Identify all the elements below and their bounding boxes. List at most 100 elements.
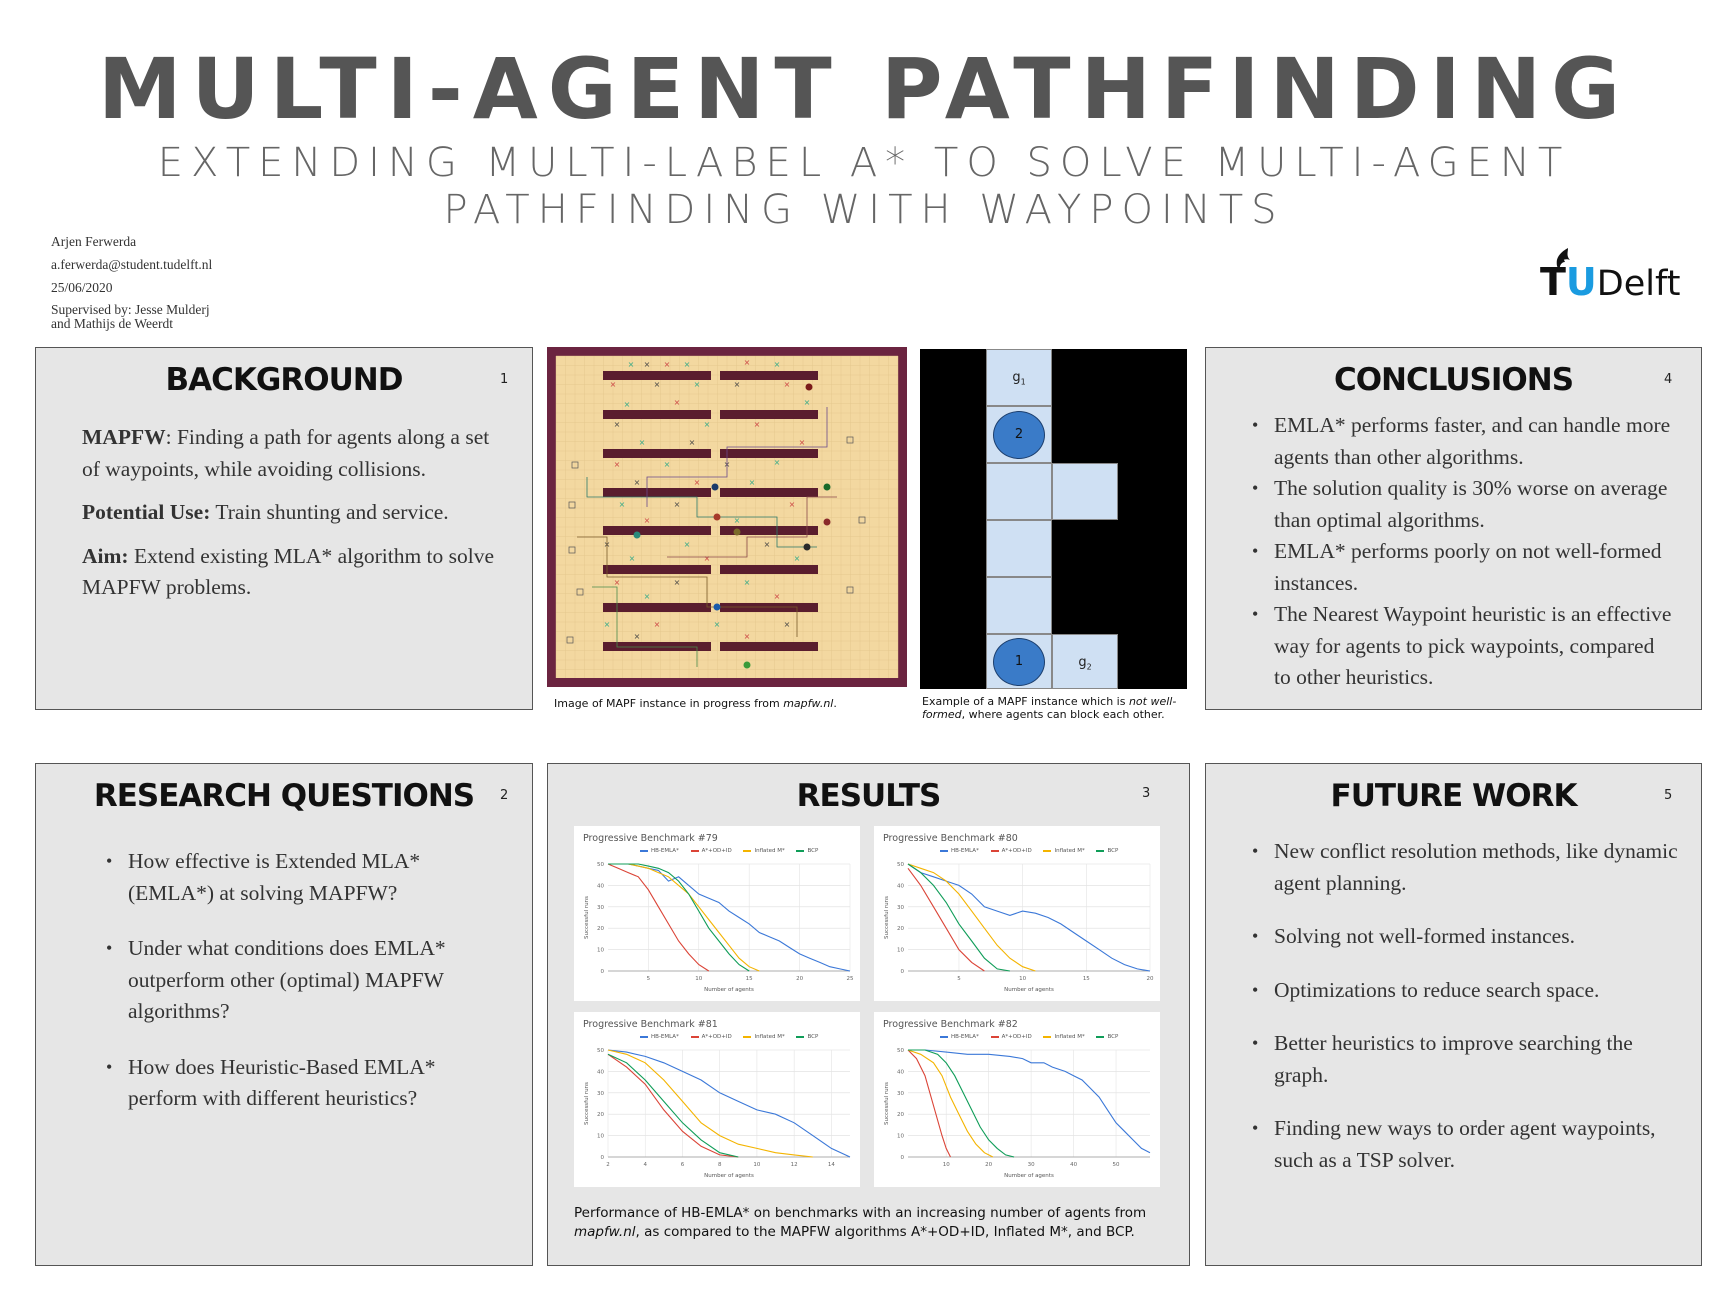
x-tick-label: 8 (718, 1162, 722, 1168)
chart-plot: 0 10 20 30 40 50 5 10 15 20 Number of agents Succes… (884, 862, 1154, 993)
series-line (907, 1049, 951, 1158)
waypoint-marker: × (784, 380, 791, 389)
y-tick-label: 50 (897, 862, 904, 868)
map-wall (603, 526, 711, 535)
future-item: Better heuristics to improve searching t… (1252, 1028, 1681, 1091)
y-tick-label: 30 (597, 905, 604, 911)
future-body: New conflict resolution methods, like dy… (1246, 836, 1681, 1176)
waypoint-marker: × (754, 420, 761, 429)
series-line (907, 863, 1036, 972)
y-tick-label: 30 (897, 1091, 904, 1097)
conclusion-item: The Nearest Waypoint heuristic is an eff… (1252, 599, 1676, 694)
series-line (607, 1053, 739, 1158)
legend-item: Inflated M* (754, 1034, 785, 1040)
future-work-panel: FUTURE WORK 5 New conflict resolution me… (1205, 763, 1702, 1266)
map-wall (720, 449, 818, 458)
future-item: New conflict resolution methods, like dy… (1252, 836, 1681, 899)
poster-title: MULTI-AGENT PATHFINDING (97, 40, 1631, 138)
series-line (907, 863, 1010, 972)
potential-use-term: Potential Use: (82, 500, 211, 524)
x-tick-label: 50 (1113, 1162, 1120, 1168)
map-wall (603, 371, 711, 380)
chart-benchmark-82: Progressive Benchmark #82 HB-EMLA* A*+OD… (874, 1012, 1160, 1187)
figure2-caption-end: , where agents can block each other. (961, 708, 1165, 721)
conclusion-item: EMLA* performs faster, and can handle mo… (1252, 410, 1676, 473)
map-wall (720, 603, 818, 612)
waypoint-marker: × (674, 578, 681, 587)
waypoint-marker: × (634, 632, 641, 641)
x-tick-label: 10 (943, 1162, 950, 1168)
logo-delft: Delft (1596, 264, 1681, 304)
research-body: How effective is Extended MLA* (EMLA*) a… (100, 846, 510, 1115)
x-tick-label: 2 (606, 1162, 610, 1168)
waypoint-marker: × (654, 620, 661, 629)
agent-dot (805, 383, 813, 391)
x-axis-label: Number of agents (704, 987, 754, 993)
waypoint-marker: × (674, 500, 681, 509)
author-email: a.ferwerda@student.tudelft.nl (51, 257, 213, 272)
legend-item: BCP (1107, 1034, 1119, 1040)
waypoint-marker: × (704, 554, 711, 563)
y-tick-label: 10 (597, 948, 604, 954)
cell-5 (986, 577, 1052, 634)
chart-benchmark-80: Progressive Benchmark #80 HB-EMLA* A*+OD… (874, 826, 1160, 1001)
background-number: 1 (500, 372, 509, 387)
y-tick-label: 20 (597, 926, 604, 932)
cell-side-upper (1052, 463, 1118, 520)
x-tick-label: 15 (746, 976, 753, 982)
series-line (907, 1049, 994, 1158)
waypoint-marker: × (629, 554, 636, 563)
y-tick-label: 30 (597, 1091, 604, 1097)
chart-title: Progressive Benchmark #79 (583, 833, 718, 844)
agent-dot (743, 661, 751, 669)
conclusions-title: CONCLUSIONS (1333, 362, 1574, 398)
legend-item: BCP (807, 848, 819, 854)
map-wall (720, 371, 818, 380)
waypoint-marker: × (694, 478, 701, 487)
chart-benchmark-81: Progressive Benchmark #81 HB-EMLA* A*+OD… (574, 1012, 860, 1187)
logo-t: T (1540, 260, 1566, 304)
map-wall (603, 410, 711, 419)
waypoint-marker: × (628, 360, 635, 369)
research-question: How effective is Extended MLA* (EMLA*) a… (106, 846, 510, 909)
x-axis-label: Number of agents (1004, 1173, 1054, 1179)
map-wall (720, 410, 818, 419)
waypoint-marker: × (744, 358, 751, 367)
aim-term: Aim: (82, 543, 129, 568)
waypoint-marker: × (704, 420, 711, 429)
waypoint-marker: × (734, 380, 741, 389)
author-block: Arjen Ferwerda a.ferwerda@student.tudelf… (51, 230, 212, 331)
background-panel: BACKGROUND 1 MAPFW: Finding a path for a… (35, 347, 533, 710)
chart-plot: 0 10 20 30 40 50 2 4 6 8 10 12 14 Number of agents Suc… (584, 1048, 851, 1179)
waypoint-marker: × (610, 380, 617, 389)
y-tick-label: 40 (897, 1069, 904, 1075)
x-tick-label: 10 (753, 1162, 760, 1168)
figure1-caption-text: Image of MAPF instance in progress from (554, 697, 784, 710)
waypoint-marker: × (799, 438, 806, 447)
research-question: How does Heuristic-Based EMLA* perform w… (106, 1052, 510, 1115)
waypoint-marker: × (654, 380, 661, 389)
legend-item: A*+OD+ID (1001, 848, 1032, 854)
results-panel: RESULTS 3 Progressive Benchmark #79 HB-E… (547, 763, 1190, 1266)
tu-delft-logo: TUDelft (1540, 246, 1690, 306)
series-line (607, 1049, 851, 1158)
agent-path (592, 586, 698, 667)
not-well-formed-diagram: g1 2 1 g2 (920, 349, 1187, 689)
y-tick-label: 40 (597, 883, 604, 889)
map-wall (720, 526, 818, 535)
waypoint-marker: × (634, 478, 641, 487)
logo-u: U (1565, 260, 1597, 304)
research-title: RESEARCH QUESTIONS (93, 778, 475, 814)
cell-agent2: 2 (986, 406, 1052, 463)
chart-title: Progressive Benchmark #82 (883, 1019, 1018, 1030)
poster-subtitle-line1: EXTENDING MULTI-LABEL A* TO SOLVE MULTI-… (157, 140, 1571, 186)
x-tick-label: 10 (695, 976, 702, 982)
supervisors-line2: and Mathijs de Weerdt (51, 316, 174, 331)
map-wall (603, 565, 711, 574)
x-axis-label: Number of agents (1004, 987, 1054, 993)
y-tick-label: 40 (897, 883, 904, 889)
waypoint-marker: × (764, 540, 771, 549)
figure1-caption-end: . (833, 697, 837, 710)
y-tick-label: 10 (897, 1134, 904, 1140)
series-line (607, 863, 710, 972)
